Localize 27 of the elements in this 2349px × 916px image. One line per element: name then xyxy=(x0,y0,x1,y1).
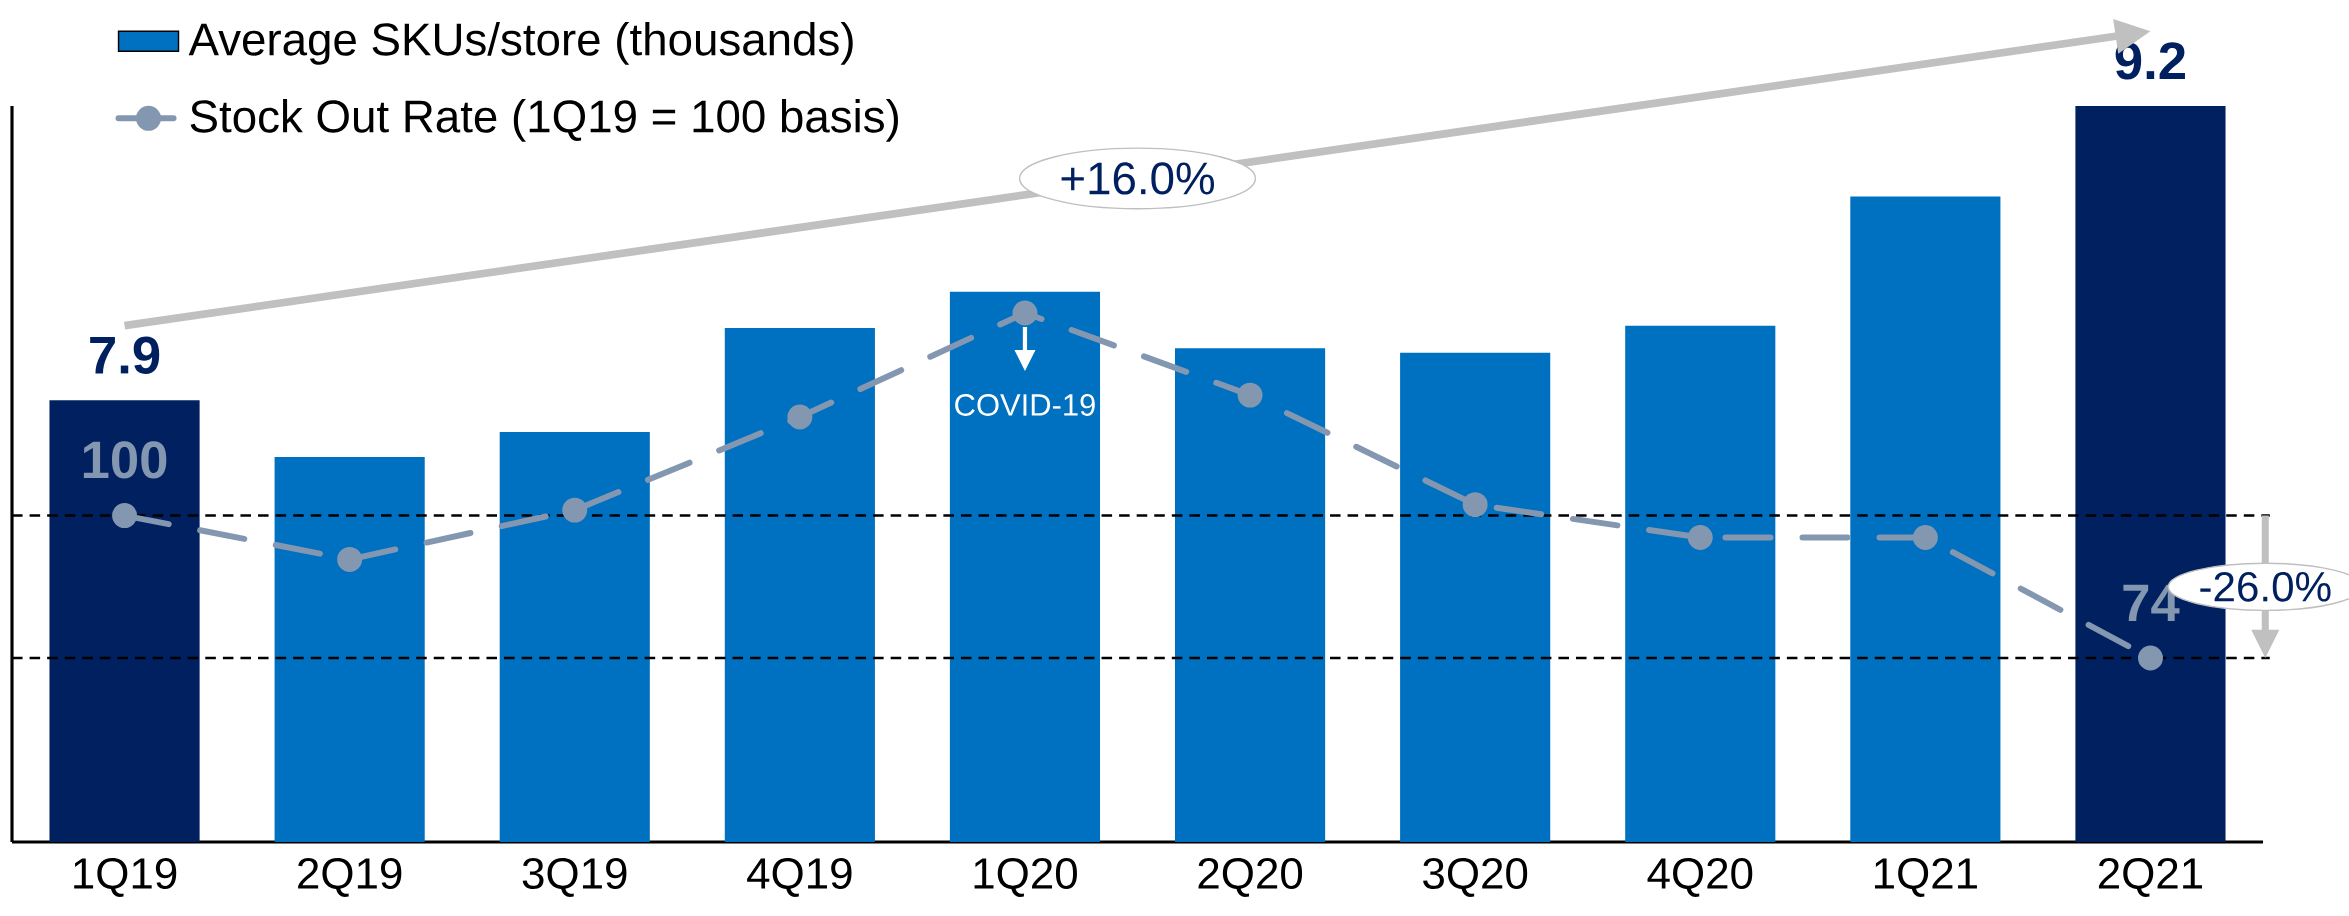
point xyxy=(787,404,813,430)
point xyxy=(1462,492,1488,518)
legend-label: Average SKUs/store (thousands) xyxy=(188,22,853,65)
point xyxy=(337,546,363,572)
point xyxy=(1912,525,1938,550)
x-tick-label: 1Q20 xyxy=(974,857,1077,897)
point xyxy=(2137,645,2163,671)
x-tick-label: 1Q21 xyxy=(1874,857,1977,897)
x-tick-label: 2Q20 xyxy=(1198,857,1303,897)
point xyxy=(112,503,138,529)
annotation: COVID-19 xyxy=(955,394,1095,416)
data-label: 100 xyxy=(83,441,167,479)
annotation: -26.0% xyxy=(2200,571,2331,602)
point xyxy=(1012,300,1038,326)
x-tick-label: 2Q21 xyxy=(2098,857,2203,897)
data-label: 7.9 xyxy=(90,336,160,374)
point xyxy=(1237,382,1263,408)
legend-label: Stock Out Rate (1Q19 = 100 basis) xyxy=(190,99,898,142)
x-tick-label: 4Q19 xyxy=(747,857,852,897)
x-tick-label: 3Q20 xyxy=(1423,857,1528,897)
x-tick-label: 2Q19 xyxy=(298,857,402,897)
point xyxy=(1687,525,1713,550)
annotation: +16.0% xyxy=(1061,162,1215,195)
x-tick-label: 1Q19 xyxy=(74,857,177,897)
x-tick-label: 3Q19 xyxy=(522,857,627,897)
x-tick-label: 4Q20 xyxy=(1647,857,1753,897)
point xyxy=(562,497,588,523)
